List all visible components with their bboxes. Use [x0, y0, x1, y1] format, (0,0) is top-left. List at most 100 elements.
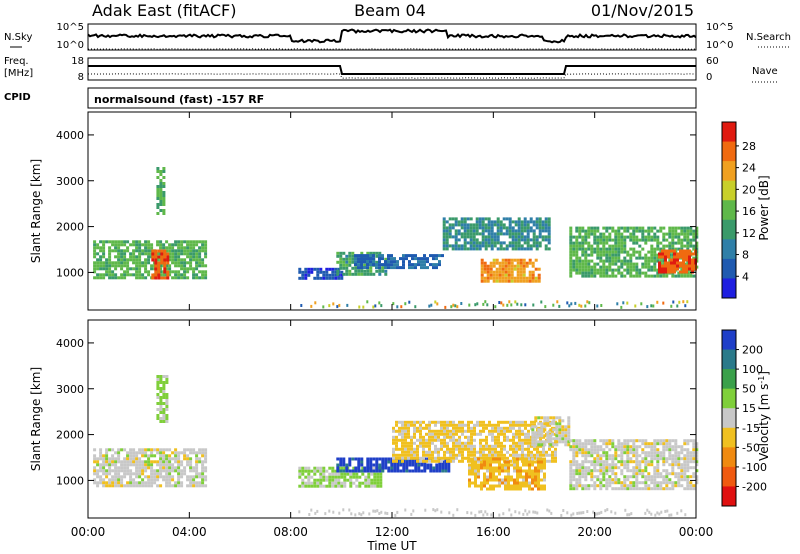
data-cell	[177, 246, 181, 250]
data-cell	[667, 255, 670, 259]
data-cell	[460, 220, 464, 224]
data-cell	[545, 459, 548, 463]
noise-tick-left-top: 10^5	[57, 22, 84, 33]
data-cell	[581, 229, 585, 233]
data-cell	[204, 240, 208, 244]
data-cell	[186, 484, 190, 488]
data-cell	[670, 264, 673, 268]
data-cell	[695, 463, 699, 467]
data-cell	[322, 270, 326, 274]
data-cell	[626, 265, 630, 269]
data-cell	[523, 220, 527, 224]
data-cell	[310, 475, 314, 479]
data-cell	[599, 445, 603, 449]
colorbar-tick-label: 4	[742, 270, 749, 283]
data-cell	[120, 240, 124, 244]
data-cell	[162, 448, 166, 452]
data-cell	[543, 428, 547, 432]
data-cell	[617, 268, 621, 272]
data-cell	[665, 238, 669, 242]
data-cell	[683, 469, 687, 473]
data-cell	[635, 226, 639, 230]
data-cell	[617, 226, 621, 230]
data-cell	[482, 420, 485, 424]
data-cell	[345, 469, 349, 473]
data-cell	[507, 478, 510, 482]
data-cell	[519, 487, 522, 491]
data-cell	[624, 508, 627, 512]
data-cell	[177, 255, 181, 259]
data-cell	[501, 276, 505, 280]
data-cell	[623, 475, 627, 479]
data-cell	[662, 445, 666, 449]
data-cell	[626, 469, 630, 473]
data-cell	[372, 457, 376, 461]
data-cell	[156, 387, 160, 390]
data-cell	[614, 478, 618, 482]
data-cell	[354, 266, 358, 270]
data-cell	[135, 270, 139, 274]
data-cell	[691, 267, 694, 271]
data-cell	[375, 263, 378, 267]
data-cell	[410, 453, 413, 457]
data-cell	[632, 448, 636, 452]
data-cell	[150, 460, 154, 464]
data-cell	[192, 273, 196, 277]
data-cell	[486, 487, 489, 491]
data-cell	[455, 444, 458, 448]
data-cell	[623, 235, 627, 239]
data-cell	[395, 423, 398, 427]
data-cell	[396, 305, 399, 309]
data-cell	[546, 431, 550, 435]
data-cell	[686, 451, 690, 455]
data-cell	[366, 263, 369, 267]
data-cell	[204, 484, 208, 488]
data-cell	[626, 226, 630, 230]
data-cell	[162, 454, 166, 458]
data-cell	[658, 264, 661, 268]
data-cell	[540, 460, 543, 464]
data-cell	[159, 173, 163, 176]
data-cell	[423, 463, 427, 467]
data-cell	[523, 235, 527, 239]
data-cell	[498, 484, 501, 488]
data-cell	[159, 264, 163, 268]
data-cell	[555, 422, 559, 426]
data-cell	[165, 460, 169, 464]
data-cell	[658, 261, 661, 265]
data-cell	[192, 451, 196, 455]
data-cell	[498, 463, 501, 467]
data-cell	[512, 444, 515, 448]
data-cell	[390, 466, 394, 470]
data-cell	[105, 457, 109, 461]
data-cell	[204, 469, 208, 473]
data-cell	[692, 457, 696, 461]
data-cell	[414, 266, 417, 270]
data-cell	[407, 456, 410, 460]
data-cell	[483, 276, 487, 280]
data-cell	[417, 463, 421, 467]
data-cell	[138, 469, 142, 473]
data-cell	[378, 457, 382, 461]
data-cell	[454, 229, 458, 233]
data-cell	[581, 472, 585, 476]
data-cell	[503, 447, 506, 451]
data-cell	[659, 472, 663, 476]
data-cell	[165, 246, 169, 250]
data-cell	[440, 426, 443, 430]
data-cell	[587, 484, 591, 488]
data-cell	[596, 238, 600, 242]
data-cell	[518, 429, 521, 433]
data-cell	[461, 450, 464, 454]
data-cell	[682, 252, 685, 256]
data-cell	[501, 267, 505, 271]
data-cell	[659, 250, 663, 254]
data-region	[298, 267, 344, 280]
data-cell	[135, 249, 139, 253]
data-cell	[373, 481, 377, 485]
data-cell	[680, 232, 684, 236]
data-cell	[508, 508, 511, 512]
data-cell	[144, 249, 148, 253]
data-cell	[626, 268, 630, 272]
data-cell	[485, 423, 488, 427]
